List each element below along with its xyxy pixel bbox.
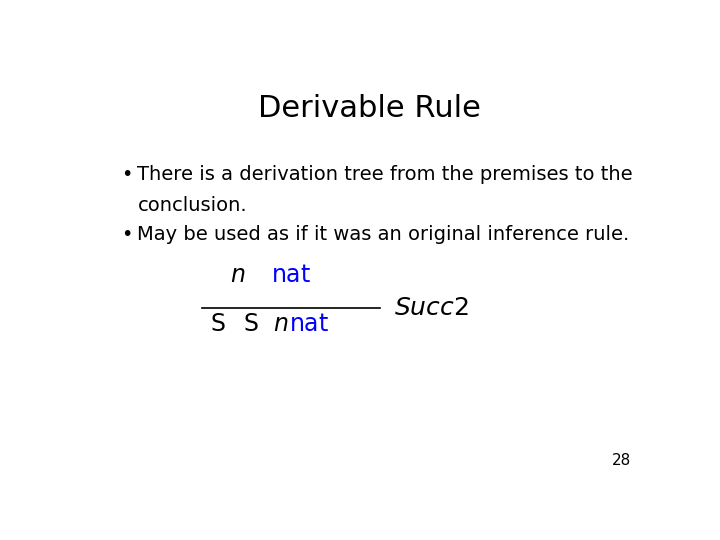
Text: •: • — [121, 165, 132, 184]
Text: $n$: $n$ — [230, 264, 246, 287]
Text: 28: 28 — [612, 453, 631, 468]
Text: $n$: $n$ — [273, 312, 289, 336]
Text: Derivable Rule: Derivable Rule — [258, 94, 480, 123]
Text: $\mathrm{S}$: $\mathrm{S}$ — [210, 312, 225, 336]
Text: $\mathrm{nat}$: $\mathrm{nat}$ — [289, 312, 330, 336]
Text: conclusion.: conclusion. — [138, 196, 247, 215]
Text: $\mathrm{nat}$: $\mathrm{nat}$ — [271, 264, 312, 287]
Text: There is a derivation tree from the premises to the: There is a derivation tree from the prem… — [138, 165, 633, 184]
Text: •: • — [121, 225, 132, 244]
Text: $\mathit{Succ2}$: $\mathit{Succ2}$ — [394, 296, 469, 320]
Text: May be used as if it was an original inference rule.: May be used as if it was an original inf… — [138, 225, 630, 244]
Text: $\mathrm{S}$: $\mathrm{S}$ — [243, 312, 259, 336]
